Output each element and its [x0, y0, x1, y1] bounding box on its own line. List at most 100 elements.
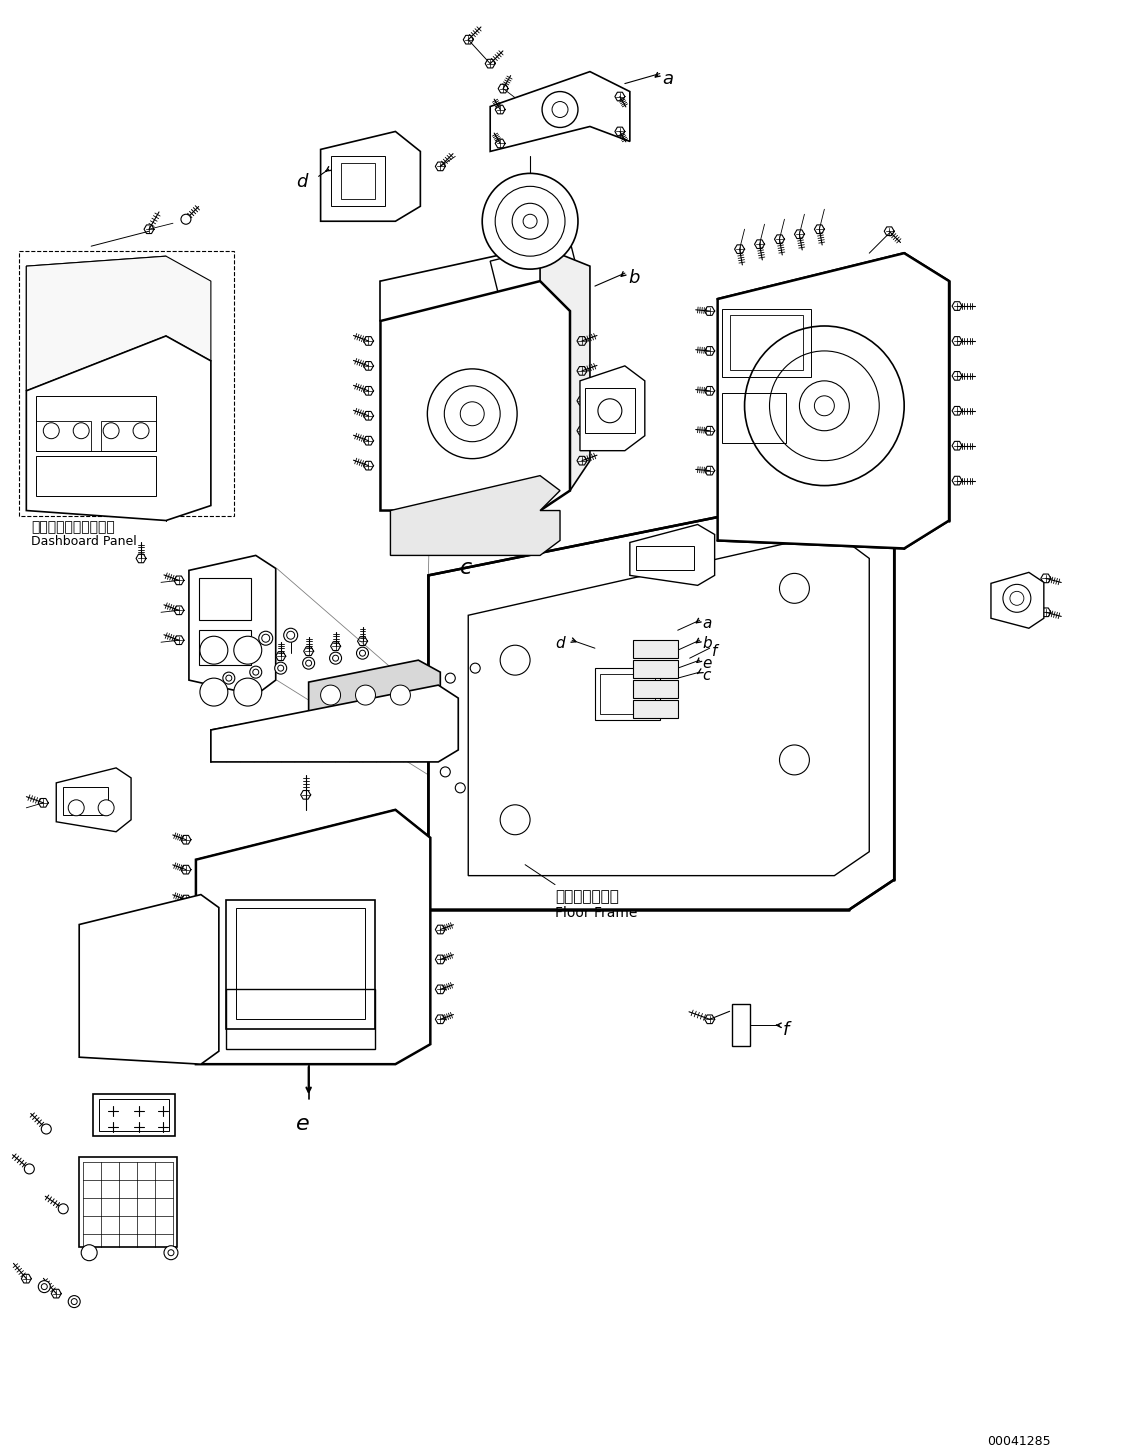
Polygon shape [196, 810, 430, 1064]
Circle shape [222, 673, 235, 684]
Polygon shape [211, 686, 459, 761]
Circle shape [598, 399, 622, 422]
Bar [79, 1158, 177, 1246]
Circle shape [287, 632, 295, 639]
Polygon shape [26, 336, 211, 520]
Circle shape [98, 799, 115, 815]
Circle shape [74, 422, 90, 438]
Circle shape [780, 745, 809, 775]
Bar [99, 1099, 169, 1131]
Bar [732, 1005, 749, 1047]
Polygon shape [26, 256, 166, 390]
Circle shape [24, 1163, 34, 1174]
Circle shape [103, 422, 119, 438]
Bar [226, 990, 376, 1050]
Circle shape [444, 386, 501, 441]
Circle shape [745, 326, 905, 486]
Text: b: b [703, 636, 713, 651]
Circle shape [253, 670, 259, 676]
Circle shape [200, 678, 228, 706]
Text: Dashboard Panel: Dashboard Panel [32, 536, 137, 549]
Circle shape [512, 204, 548, 239]
Text: b: b [628, 269, 639, 287]
Circle shape [333, 655, 338, 661]
Circle shape [355, 686, 376, 705]
Text: a: a [703, 616, 712, 632]
Circle shape [180, 214, 191, 224]
Circle shape [303, 657, 314, 670]
Bar [64, 786, 108, 815]
Polygon shape [717, 253, 949, 549]
Polygon shape [991, 572, 1044, 628]
Circle shape [168, 1249, 174, 1255]
Bar [633, 680, 678, 697]
Polygon shape [630, 524, 715, 585]
Bar [101, 421, 155, 451]
Circle shape [58, 1204, 68, 1214]
Circle shape [445, 673, 455, 683]
Circle shape [523, 214, 537, 229]
Circle shape [68, 1296, 81, 1307]
Bar [199, 578, 251, 620]
Circle shape [278, 665, 284, 671]
Polygon shape [390, 476, 560, 555]
Circle shape [238, 641, 246, 649]
Bar [236, 907, 365, 1019]
Bar [226, 900, 376, 1029]
Circle shape [305, 660, 312, 667]
Polygon shape [490, 71, 630, 151]
Circle shape [163, 1246, 178, 1259]
Bar [36, 421, 91, 451]
Bar [730, 314, 804, 370]
Bar [633, 660, 678, 678]
Circle shape [72, 1299, 77, 1305]
Bar [199, 630, 251, 665]
Bar [36, 396, 155, 451]
Circle shape [234, 636, 262, 664]
Text: c: c [461, 559, 472, 578]
Circle shape [360, 651, 365, 657]
Circle shape [552, 102, 568, 118]
Polygon shape [905, 253, 949, 549]
Circle shape [482, 173, 578, 269]
Circle shape [428, 368, 518, 459]
Circle shape [259, 632, 272, 645]
Circle shape [226, 676, 232, 681]
Circle shape [770, 351, 880, 460]
Text: 00041285: 00041285 [987, 1436, 1051, 1449]
Bar [585, 387, 634, 432]
Bar [722, 393, 787, 443]
Circle shape [780, 574, 809, 603]
Text: d: d [555, 636, 564, 651]
Circle shape [250, 667, 262, 678]
Bar [722, 309, 812, 377]
Circle shape [68, 799, 84, 815]
Text: c: c [703, 668, 711, 683]
Polygon shape [320, 131, 420, 221]
Circle shape [470, 662, 480, 673]
Circle shape [815, 396, 834, 416]
Circle shape [461, 402, 485, 425]
Circle shape [200, 636, 228, 664]
Circle shape [43, 422, 59, 438]
Polygon shape [580, 365, 645, 451]
Circle shape [275, 662, 287, 674]
Circle shape [390, 686, 411, 705]
Bar [330, 156, 386, 207]
Circle shape [543, 92, 578, 128]
Polygon shape [188, 555, 276, 695]
Polygon shape [380, 281, 570, 511]
Bar [633, 700, 678, 718]
Bar [600, 674, 655, 713]
Circle shape [495, 186, 565, 256]
Circle shape [1003, 584, 1031, 613]
Circle shape [236, 638, 250, 652]
Polygon shape [79, 894, 219, 1064]
Polygon shape [57, 767, 131, 831]
Circle shape [262, 635, 270, 642]
Circle shape [41, 1124, 51, 1134]
Text: f: f [712, 644, 717, 660]
Bar [93, 1093, 175, 1136]
Circle shape [455, 783, 465, 794]
Text: ダッシュボードパネル: ダッシュボードパネル [32, 520, 115, 534]
